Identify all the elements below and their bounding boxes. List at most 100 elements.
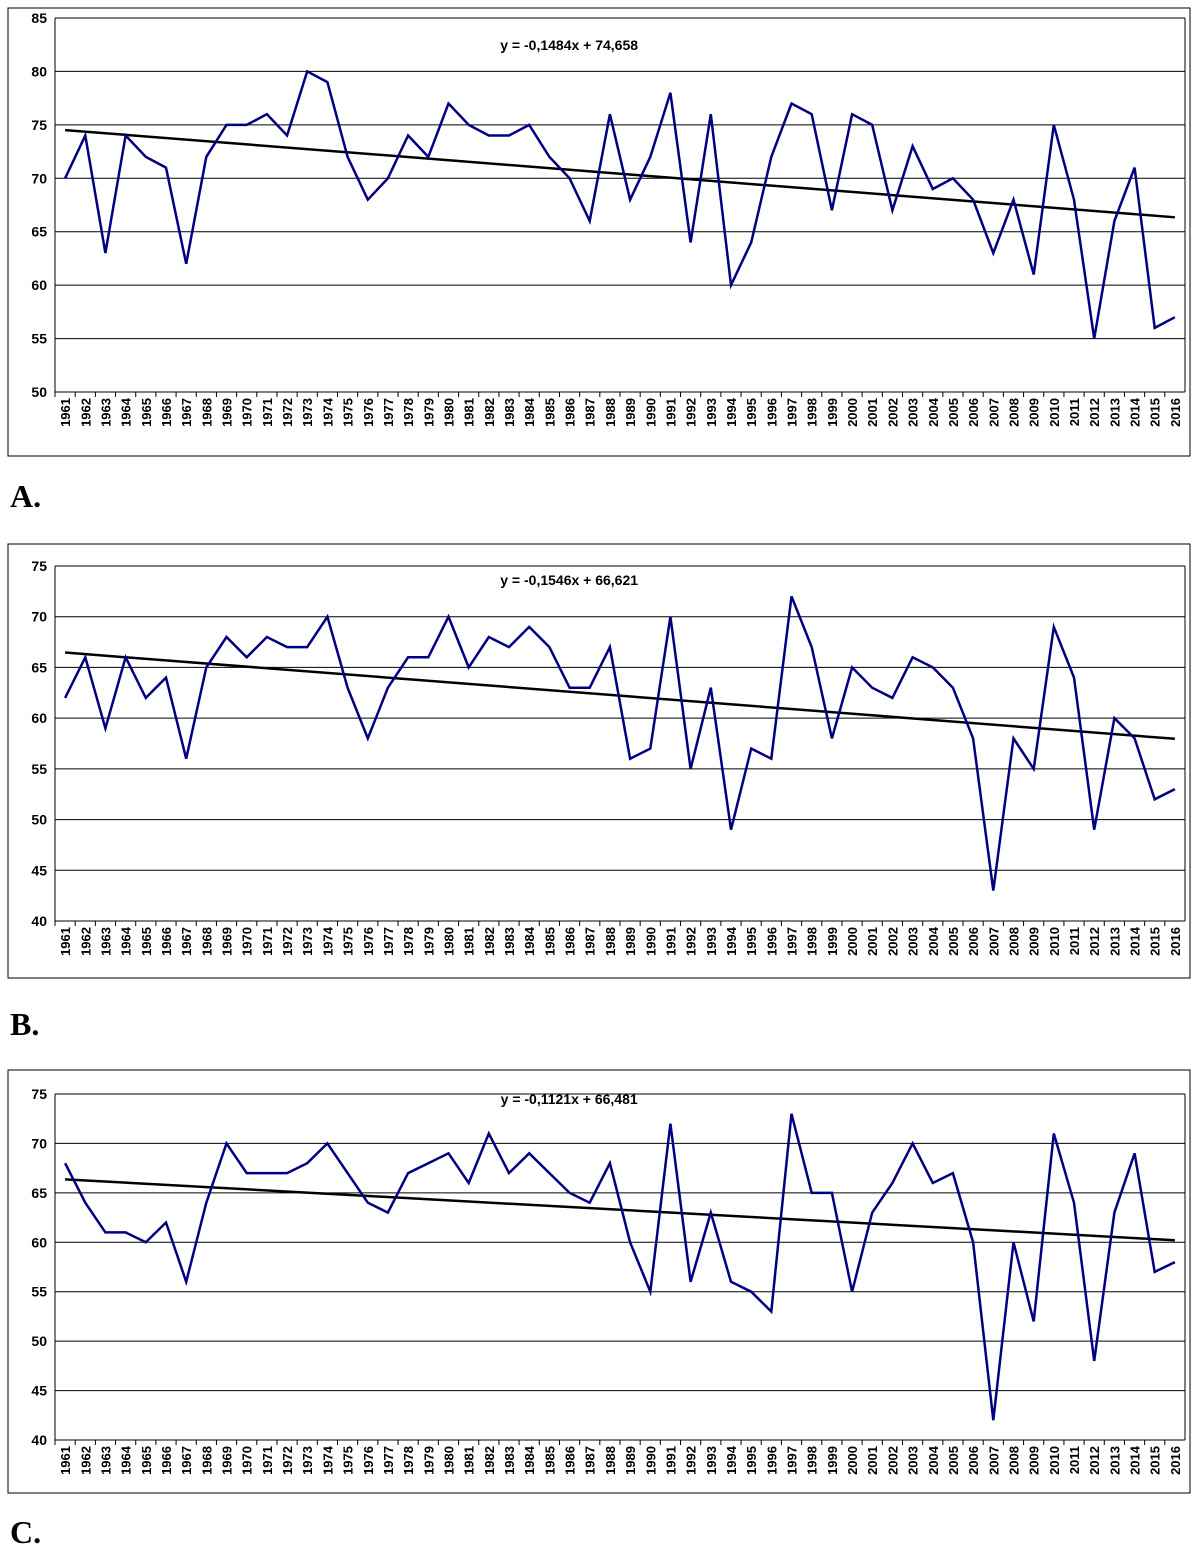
chart-b-x-tick-label: 1981: [462, 927, 477, 956]
chart-a-x-tick-label: 1982: [482, 398, 497, 427]
chart-c-x-tick-label: 2003: [906, 1446, 921, 1475]
chart-b-x-tick-label: 2004: [926, 926, 941, 956]
chart-a-x-tick-label: 1999: [825, 398, 840, 427]
chart-b-x-tick-label: 1979: [421, 927, 436, 956]
chart-c-x-tick-label: 1976: [361, 1446, 376, 1475]
chart-b-y-tick-label: 65: [31, 659, 47, 675]
chart-a-x-tick-label: 1985: [542, 398, 557, 427]
chart-b-frame: [7, 543, 1191, 979]
chart-c-x-tick-label: 1994: [724, 1445, 739, 1475]
chart-b-x-tick-label: 2015: [1148, 927, 1163, 956]
chart-a-trend-line: [64, 128, 1176, 219]
chart-c-x-tick-label: 1999: [825, 1446, 840, 1475]
chart-c-x-tick-label: 1992: [684, 1446, 699, 1475]
chart-a-x-tick-label: 1986: [563, 398, 578, 427]
chart-a-x-tick-label: 2012: [1087, 398, 1102, 427]
chart-b-y-tick-label: 40: [31, 913, 47, 929]
chart-b-x-tick-label: 1990: [643, 927, 658, 956]
chart-b-trend-equation: y = -0,1546x + 66,621: [500, 572, 638, 588]
chart-c-y-tick-label: 40: [31, 1432, 47, 1448]
chart-b-x-tick-label: 1988: [603, 927, 618, 956]
chart-a-y-tick-label: 65: [31, 224, 47, 240]
chart-b-x-tick-label: 2003: [906, 927, 921, 956]
chart-b-trend-line: [64, 651, 1176, 741]
chart-b-x-tick-label: 1993: [704, 927, 719, 956]
chart-a-x-tick-label: 1987: [583, 398, 598, 427]
chart-b-x-tick-label: 2006: [966, 927, 981, 956]
chart-c-x-tick-label: 1975: [341, 1446, 356, 1475]
chart-c-x-tick-label: 2012: [1087, 1446, 1102, 1475]
chart-a-svg: 50 55 60 65 70 75 80 85 1961 1962 1963 1964 1965 1966…: [7, 7, 1191, 457]
chart-b-x-tick-label: 1966: [159, 927, 174, 956]
chart-b-x-tick-label: 2013: [1107, 927, 1122, 956]
chart-a-x-tick-label: 2014: [1128, 397, 1143, 427]
chart-c-x-tick-label: 1968: [199, 1446, 214, 1475]
chart-c-x-tick-label: 1963: [98, 1446, 113, 1475]
chart-b-x-tick-label: 1997: [785, 927, 800, 956]
chart-c-y-tick-label: 55: [31, 1284, 47, 1300]
chart-b-x-tick-label: 1985: [542, 927, 557, 956]
chart-c-x-tick-label: 2011: [1067, 1446, 1082, 1474]
chart-a-series-line: [63, 69, 1176, 339]
chart-a-x-tick-label: 1966: [159, 398, 174, 427]
chart-a-x-tick-label: 1998: [805, 398, 820, 427]
chart-b-x-tick-label: 2002: [885, 927, 900, 956]
chart-a-x-tick-label: 1989: [623, 398, 638, 427]
chart-a-x-tick-label: 1996: [764, 398, 779, 427]
chart-c-x-tick-label: 2008: [1006, 1446, 1021, 1475]
chart-a-x-tick-label: 1995: [744, 398, 759, 427]
chart-c-x-tick-label: 1991: [663, 1446, 678, 1475]
chart-a-x-tick-label: 1963: [98, 398, 113, 427]
chart-b-x-tick-label: 1978: [401, 927, 416, 956]
chart-a-y-tick-label: 75: [31, 117, 47, 133]
chart-a-x-tick-label: 1993: [704, 398, 719, 427]
chart-b-x-tick-label: 1965: [139, 927, 154, 956]
chart-c-x-tick-label: 1966: [159, 1446, 174, 1475]
chart-b-x-tick-label: 2011: [1067, 927, 1082, 955]
chart-c-x-tick-label: 1971: [260, 1446, 275, 1475]
chart-b-x-tick-label: 1977: [381, 927, 396, 956]
chart-b-x-tick-label: 2000: [845, 927, 860, 956]
chart-b-x-tick-label: 1968: [199, 927, 214, 956]
chart-c-trend-line: [65, 1178, 1175, 1242]
chart-a-x-tick-label: 1978: [401, 398, 416, 427]
chart-c-y-tick-label: 50: [31, 1333, 47, 1349]
chart-c-x-tick-label: 1980: [441, 1446, 456, 1475]
chart-c-x-tick-label: 2014: [1128, 1445, 1143, 1475]
chart-a-x-tick-label: 2002: [885, 398, 900, 427]
chart-b-x-tick-label: 1971: [260, 927, 275, 956]
chart-panel-c: 40 45 50 55 60 65 70 75 1961 1962 1963 1964 1965 1966…: [0, 1062, 1200, 1558]
chart-c-x-tick-label: 1987: [583, 1446, 598, 1475]
chart-c-x-tick-label: 1961: [58, 1446, 73, 1475]
chart-c-x-tick-label: 2007: [986, 1446, 1001, 1475]
chart-b-x-tick-label: 2007: [986, 927, 1001, 956]
chart-a-x-tick-label: 2016: [1168, 398, 1183, 427]
chart-panel-a: 50 55 60 65 70 75 80 85 1961 1962 1963 1964 1965 1966…: [0, 0, 1200, 530]
chart-b-x-tick-label: 1983: [502, 927, 517, 956]
chart-b-x-tick-label: 1991: [663, 927, 678, 956]
panel-label-a: A.: [10, 478, 42, 514]
chart-c-x-tick-label: 1973: [300, 1446, 315, 1475]
chart-c-x-tick-label: 1984: [522, 1445, 537, 1475]
chart-b-x-tick-label: 1995: [744, 927, 759, 956]
chart-c-x-tick-label: 1962: [78, 1446, 93, 1475]
chart-c-series-line: [63, 1113, 1176, 1421]
chart-a-x-tick-label: 1969: [220, 398, 235, 427]
chart-a-x-tick-label: 1971: [260, 398, 275, 427]
chart-b-y-tick-label: 45: [31, 862, 47, 878]
chart-a-x-tick-label: 1972: [280, 398, 295, 427]
chart-c-x-tick-label: 1965: [139, 1446, 154, 1475]
chart-b-x-tick-label: 2008: [1006, 927, 1021, 956]
chart-b-x-tick-label: 1970: [240, 927, 255, 956]
chart-c-x-tick-label: 1977: [381, 1446, 396, 1475]
chart-a-y-tick-label: 50: [31, 384, 47, 400]
panel-label-c: C.: [10, 1514, 42, 1550]
chart-c-x-tick-label: 1998: [805, 1446, 820, 1475]
chart-c-x-tick-label: 2015: [1148, 1446, 1163, 1475]
chart-c-x-tick-label: 1972: [280, 1446, 295, 1475]
chart-b-x-tick-label: 1980: [441, 927, 456, 956]
chart-a-x-tick-label: 1974: [320, 397, 335, 427]
chart-a-x-tick-label: 1979: [421, 398, 436, 427]
chart-c-y-tick-label: 70: [31, 1135, 47, 1151]
chart-b-x-tick-label: 1982: [482, 927, 497, 956]
